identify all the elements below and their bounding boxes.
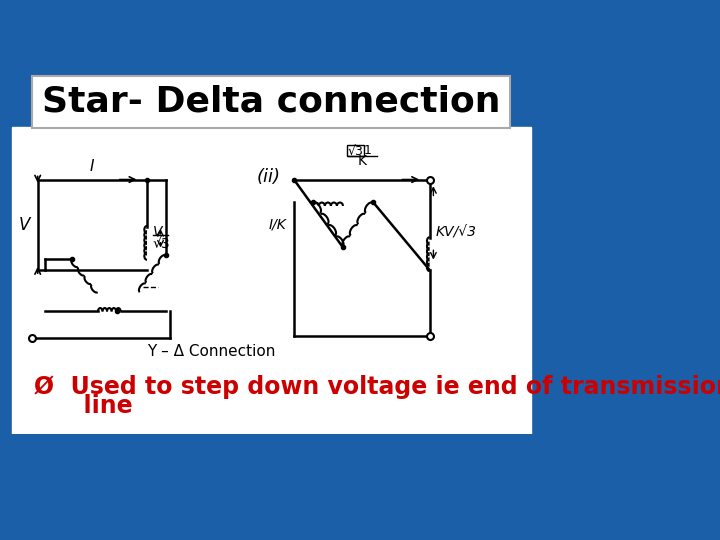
Text: Y – Δ Connection: Y – Δ Connection: [147, 344, 275, 359]
Text: K: K: [357, 154, 366, 168]
Text: line: line: [34, 394, 132, 417]
Text: KV/√3: KV/√3: [436, 225, 477, 239]
Text: Star- Delta connection: Star- Delta connection: [42, 85, 500, 119]
Text: V: V: [19, 216, 30, 234]
Text: √3: √3: [153, 238, 171, 252]
Text: I/K: I/K: [269, 218, 287, 232]
Text: I: I: [90, 159, 94, 173]
Text: Ø  Used to step down voltage ie end of transmission: Ø Used to step down voltage ie end of tr…: [34, 375, 720, 399]
Text: 1: 1: [364, 144, 372, 158]
Text: √3: √3: [348, 144, 364, 158]
Text: V: V: [153, 225, 163, 239]
FancyBboxPatch shape: [12, 127, 531, 437]
FancyBboxPatch shape: [0, 434, 543, 474]
Text: (ii): (ii): [256, 168, 280, 186]
FancyBboxPatch shape: [348, 145, 364, 156]
FancyBboxPatch shape: [32, 76, 510, 129]
